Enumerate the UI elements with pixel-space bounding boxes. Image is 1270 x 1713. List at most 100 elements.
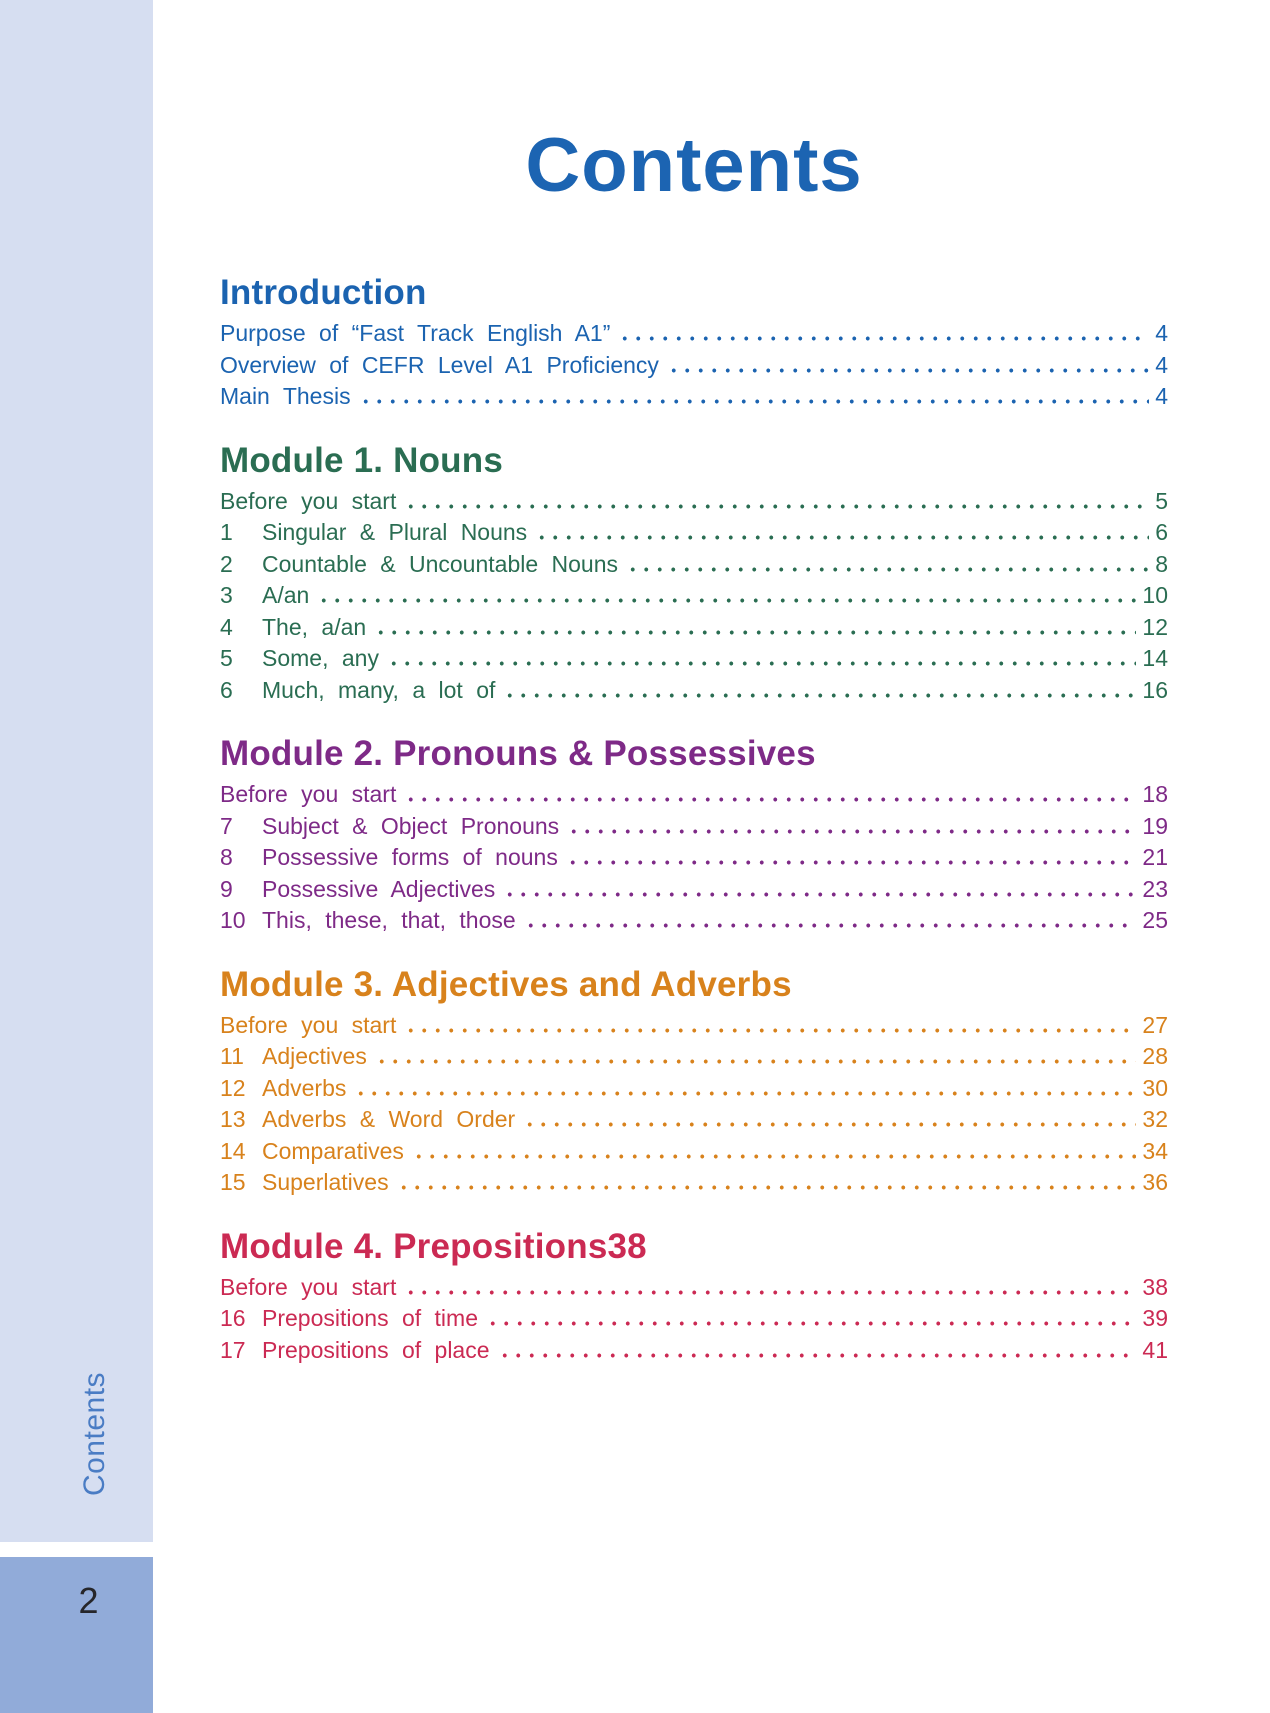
toc-entry[interactable]: 15 Superlatives 36	[220, 1167, 1168, 1199]
dotted-leader	[666, 367, 1150, 373]
toc-entry[interactable]: 16 Prepositions of time 39	[220, 1303, 1168, 1335]
entry-page: 27	[1142, 1011, 1168, 1038]
entry-page: 34	[1142, 1137, 1168, 1164]
entry-page: 39	[1142, 1305, 1168, 1331]
entry-number: 7	[220, 812, 233, 839]
toc-entry[interactable]: 8 Possessive forms of nouns 21	[220, 842, 1168, 874]
dotted-leader	[386, 661, 1137, 666]
entry-number: 12	[220, 1074, 246, 1101]
dotted-leader	[358, 399, 1150, 404]
toc-entry[interactable]: 2 Countable & Uncountable Nouns 8	[220, 549, 1168, 581]
dotted-leader	[404, 503, 1150, 509]
dotted-leader	[374, 1059, 1137, 1064]
section-heading: Module 4. Prepositions38	[220, 1226, 647, 1266]
toc-entry[interactable]: 5 Some, any 14	[220, 643, 1168, 675]
entry-number: 14	[220, 1137, 246, 1164]
toc-entry[interactable]: 6 Much, many, a lot of 16	[220, 675, 1168, 707]
toc-entry[interactable]: Purpose of “Fast Track English A1” 4	[220, 318, 1168, 350]
toc-content: Contents Introduction Purpose of “Fast T…	[220, 0, 1168, 1366]
sidebar-vertical-label: Contents	[78, 1371, 111, 1497]
sidebar-band	[0, 0, 153, 1542]
dotted-leader	[535, 535, 1150, 540]
dotted-leader	[503, 692, 1137, 698]
entry-page: 10	[1142, 582, 1168, 608]
entry-label: Main Thesis	[220, 383, 351, 409]
dotted-leader	[565, 860, 1137, 865]
entry-label: Before you start	[220, 487, 397, 514]
entry-label: Superlatives	[262, 1169, 389, 1195]
entry-number: 6	[220, 676, 233, 703]
toc-entry[interactable]: Before you start 18	[220, 779, 1168, 811]
entry-label: Prepositions of place	[262, 1336, 490, 1363]
entry-number: 5	[220, 645, 233, 671]
entry-number: 2	[220, 550, 233, 577]
toc-entry[interactable]: 4 The, a/an 12	[220, 612, 1168, 644]
toc-entry[interactable]: Before you start 5	[220, 486, 1168, 518]
entry-label: Singular & Plural Nouns	[262, 519, 528, 545]
entry-label: Some, any	[262, 645, 379, 671]
toc-entry[interactable]: Before you start 27	[220, 1010, 1168, 1042]
entry-number: 3	[220, 582, 233, 608]
toc-entry[interactable]: 14 Comparatives 34	[220, 1136, 1168, 1168]
entry-label: Adverbs	[262, 1074, 347, 1101]
toc-entry[interactable]: 3 A/an 10	[220, 580, 1168, 612]
dotted-leader	[626, 566, 1150, 572]
section-heading: Introduction	[220, 273, 427, 312]
entry-page: 30	[1142, 1074, 1168, 1101]
toc-entry[interactable]: 13 Adverbs & Word Order 32	[220, 1104, 1168, 1136]
dotted-leader	[503, 891, 1137, 897]
section-module-3: Module 3. Adjectives and Adverbs Before …	[220, 965, 1168, 1199]
entry-label: Before you start	[220, 781, 397, 807]
page-number-box: 2	[0, 1557, 153, 1713]
entry-number: 13	[220, 1106, 246, 1132]
dotted-leader	[404, 1289, 1137, 1295]
toc-entry[interactable]: 17 Prepositions of place 41	[220, 1335, 1168, 1367]
entry-page: 21	[1142, 844, 1168, 870]
entry-number: 4	[220, 613, 233, 640]
toc-entry[interactable]: 12 Adverbs 30	[220, 1073, 1168, 1105]
dotted-leader	[497, 1352, 1137, 1358]
entry-page: 23	[1142, 875, 1168, 902]
toc-entry[interactable]: 1 Singular & Plural Nouns 6	[220, 517, 1168, 549]
entry-number: 11	[220, 1043, 244, 1069]
entry-page: 19	[1142, 812, 1168, 839]
dotted-leader	[396, 1185, 1137, 1190]
section-introduction: Introduction Purpose of “Fast Track Engl…	[220, 273, 1168, 413]
entry-label: Subject & Object Pronouns	[262, 812, 560, 839]
toc-entry[interactable]: Overview of CEFR Level A1 Proficiency 4	[220, 350, 1168, 382]
toc-entry[interactable]: 11 Adjectives 28	[220, 1041, 1168, 1073]
toc-entry[interactable]: Main Thesis 4	[220, 381, 1168, 413]
entry-page: 5	[1155, 487, 1168, 514]
entry-page: 4	[1155, 320, 1168, 346]
dotted-leader	[411, 1153, 1137, 1159]
entry-label: Before you start	[220, 1273, 397, 1300]
entry-label: Countable & Uncountable Nouns	[262, 550, 619, 577]
entry-number: 15	[220, 1169, 246, 1195]
entry-page: 25	[1142, 907, 1168, 933]
entry-label: A/an	[262, 582, 310, 608]
entry-label: Prepositions of time	[262, 1305, 478, 1331]
section-module-2: Module 2. Pronouns & Possessives Before …	[220, 734, 1168, 937]
dotted-leader	[618, 336, 1150, 341]
entry-number: 10	[220, 907, 246, 933]
entry-number: 16	[220, 1305, 246, 1331]
entry-label: Before you start	[220, 1011, 397, 1038]
entry-page: 36	[1142, 1169, 1168, 1195]
entry-label: Much, many, a lot of	[262, 676, 496, 703]
entry-label: Purpose of “Fast Track English A1”	[220, 320, 611, 346]
entry-number: 17	[220, 1336, 246, 1363]
dotted-leader	[404, 1027, 1137, 1033]
toc-entry[interactable]: 7 Subject & Object Pronouns 19	[220, 811, 1168, 843]
dotted-leader	[354, 1090, 1137, 1096]
entry-page: 6	[1155, 519, 1168, 545]
entry-page: 32	[1142, 1106, 1168, 1132]
page-title: Contents	[525, 123, 863, 208]
toc-entry[interactable]: Before you start 38	[220, 1272, 1168, 1304]
toc-entry[interactable]: 10 This, these, that, those 25	[220, 905, 1168, 937]
dotted-leader	[317, 598, 1137, 603]
entry-label: Adjectives	[262, 1043, 367, 1069]
section-heading: Module 2. Pronouns & Possessives	[220, 734, 816, 773]
toc-entry[interactable]: 9 Possessive Adjectives 23	[220, 874, 1168, 906]
section-heading: Module 1. Nouns	[220, 440, 503, 480]
